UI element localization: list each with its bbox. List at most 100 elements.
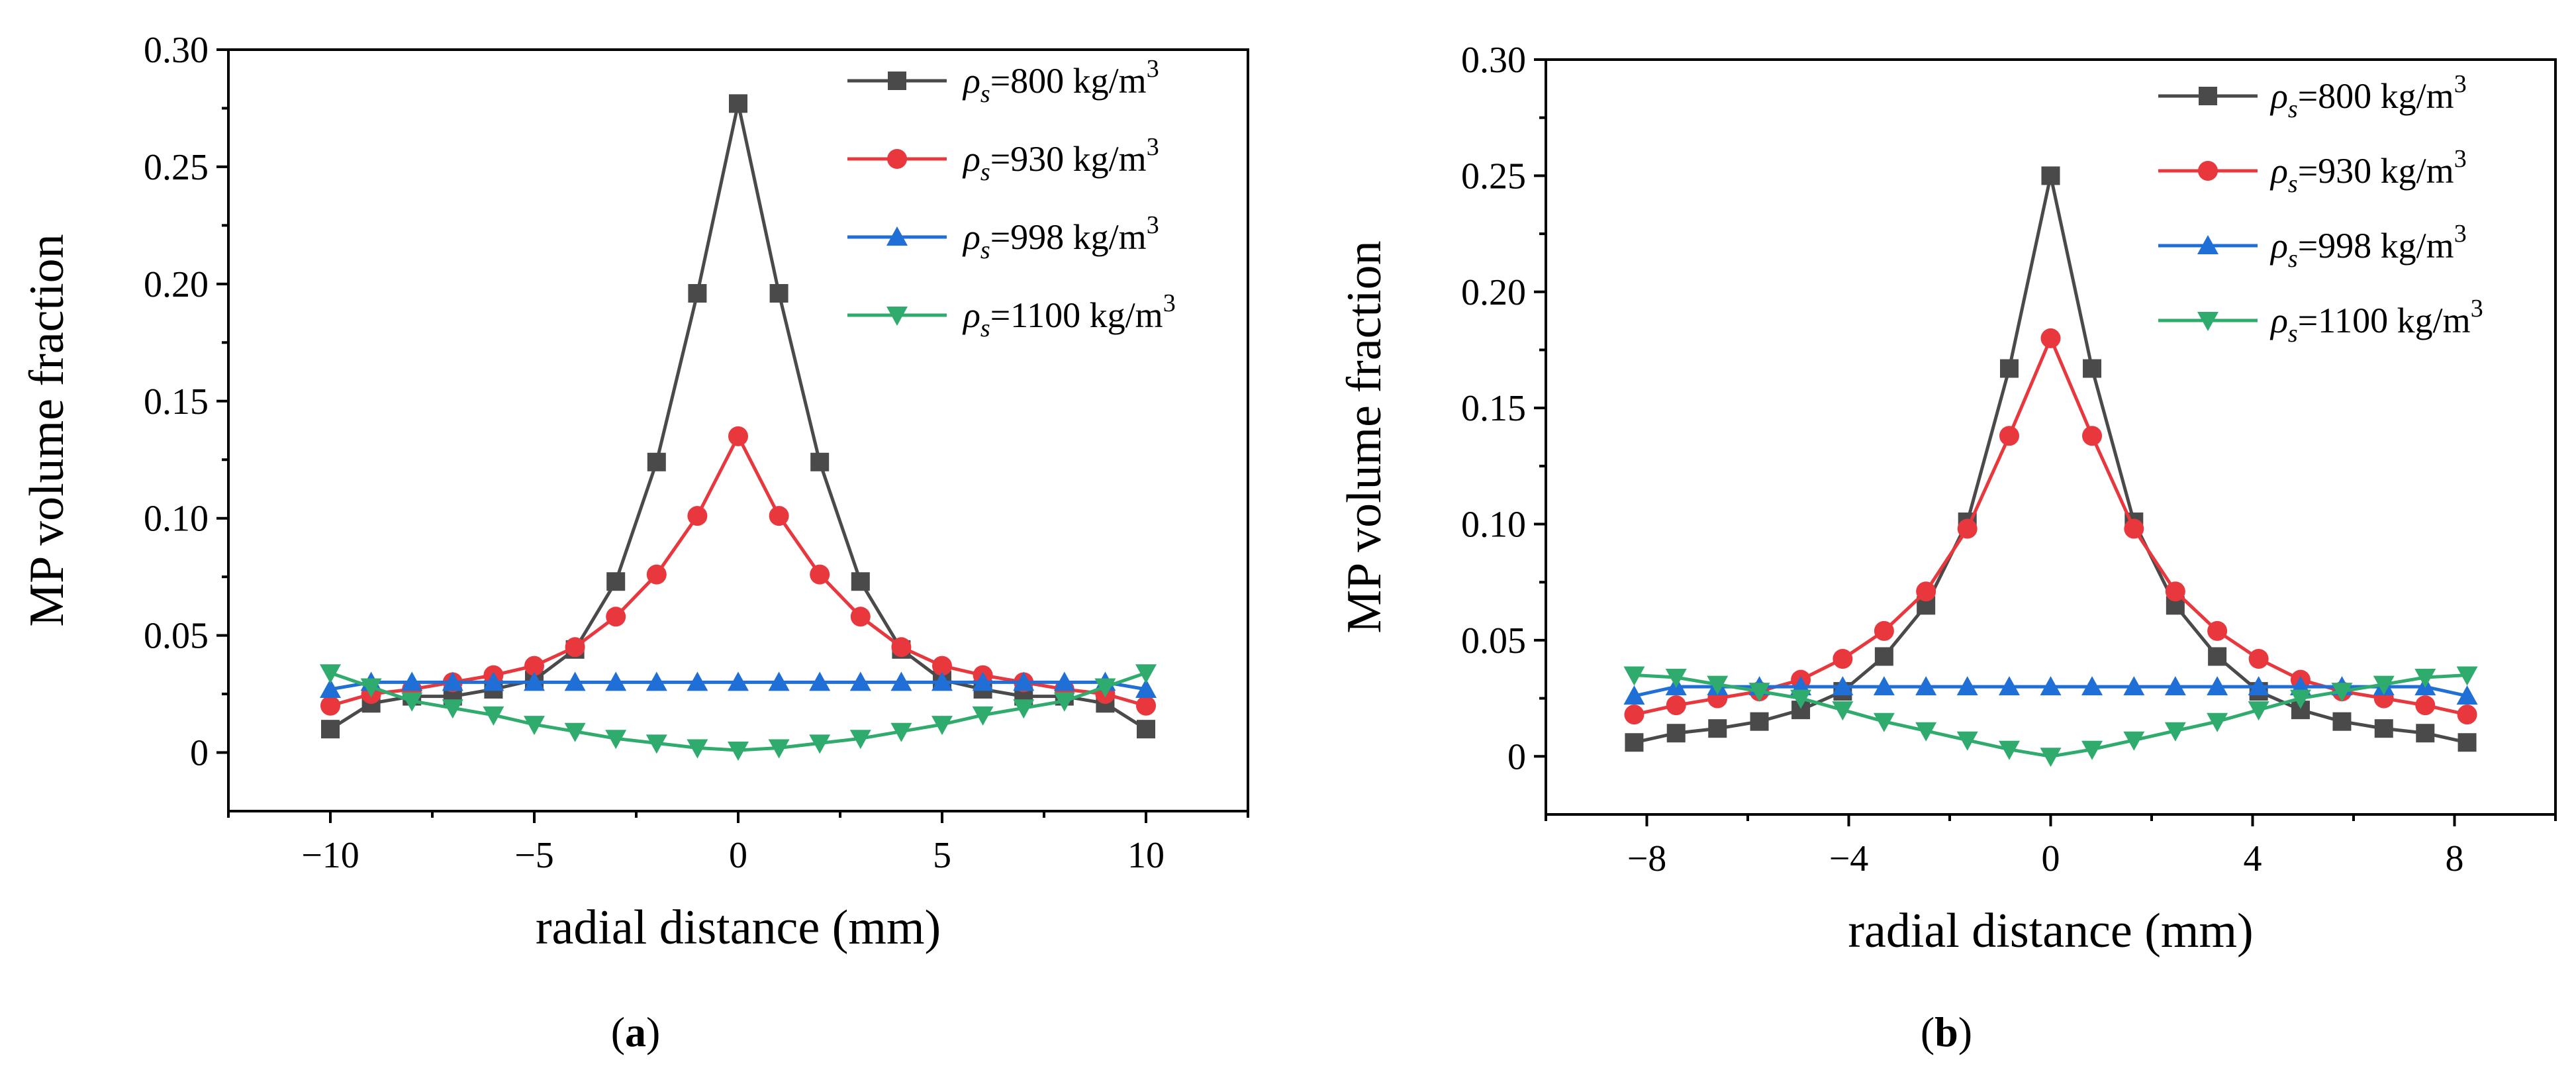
legend-marker <box>886 226 908 246</box>
data-point-998 <box>1998 676 2020 696</box>
legend-value: =1100 kg/m <box>2298 301 2471 340</box>
data-point-998 <box>849 671 871 691</box>
data-point-1100 <box>442 699 463 719</box>
data-point-930 <box>850 607 871 627</box>
data-point-930 <box>2082 426 2103 446</box>
legend-rho-subscript: s <box>980 80 990 108</box>
data-point-998 <box>809 671 831 691</box>
y-tick-label: 0.10 <box>144 499 209 540</box>
y-tick-label: 0 <box>190 733 209 774</box>
legend-entry-800: ρs=800 kg/m3 <box>847 55 1159 108</box>
data-point-930 <box>728 426 748 446</box>
data-point-1100 <box>320 664 341 684</box>
data-point-930 <box>1666 695 1686 716</box>
data-point-800 <box>1708 719 1727 738</box>
panel-label-close: ) <box>646 1008 660 1055</box>
data-point-930 <box>1874 620 1894 641</box>
legend-value: =998 kg/m <box>2298 226 2454 266</box>
legend-rho-subscript: s <box>2288 245 2298 273</box>
data-point-998 <box>1623 685 1645 705</box>
data-point-998 <box>1013 671 1035 691</box>
legend-rho-symbol: ρ <box>962 61 980 101</box>
legend-rho-symbol: ρ <box>2269 151 2288 191</box>
data-point-800 <box>1999 359 2019 378</box>
data-point-930 <box>810 564 830 585</box>
data-point-998 <box>645 671 667 691</box>
legend-value: =930 kg/m <box>990 139 1147 179</box>
data-point-1100 <box>931 716 953 736</box>
data-point-1100 <box>483 706 504 726</box>
data-point-930 <box>2415 695 2436 716</box>
data-point-800 <box>1750 712 1769 731</box>
data-point-1100 <box>2331 683 2353 703</box>
y-axis-title: MP volume fraction <box>20 234 74 626</box>
data-point-1100 <box>1135 664 1157 684</box>
legend-marker <box>887 149 907 169</box>
data-point-800 <box>2457 733 2477 752</box>
legend-label-800: ρs=800 kg/m3 <box>962 55 1159 108</box>
legend-marker <box>2197 312 2218 331</box>
data-point-998 <box>2164 676 2186 696</box>
data-point-930 <box>1916 581 1936 602</box>
data-point-930 <box>565 637 585 658</box>
legend-rho-symbol: ρ <box>962 217 980 257</box>
data-point-800 <box>1137 720 1155 739</box>
data-point-1100 <box>1956 731 1978 751</box>
data-point-800 <box>810 452 830 471</box>
data-point-1100 <box>890 722 912 742</box>
data-point-998 <box>1873 676 1895 696</box>
data-point-1100 <box>360 678 382 698</box>
legend-exponent: 3 <box>2471 295 2483 322</box>
x-tick-label: 0 <box>729 835 747 876</box>
y-tick-label: 0.30 <box>1461 40 1526 81</box>
data-point-930 <box>2124 518 2144 539</box>
x-tick-label: −8 <box>1627 838 1667 879</box>
data-point-1100 <box>687 739 708 759</box>
series-line-800 <box>329 103 1147 731</box>
data-point-800 <box>2332 712 2352 731</box>
y-tick-label: 0.15 <box>1461 388 1526 429</box>
data-point-1100 <box>2248 701 2269 721</box>
data-point-998 <box>524 671 545 691</box>
data-point-1100 <box>1998 740 2020 760</box>
panel-label-letter: b <box>1934 1008 1958 1055</box>
data-point-998 <box>401 671 423 691</box>
data-point-1100 <box>2456 666 2478 686</box>
legend-rho-symbol: ρ <box>962 139 980 179</box>
data-point-800 <box>729 94 747 113</box>
data-point-998 <box>483 671 504 691</box>
x-tick-label: 0 <box>2042 838 2060 879</box>
legend-label-998: ρs=998 kg/m3 <box>962 211 1159 264</box>
data-point-998 <box>972 671 994 691</box>
data-point-800 <box>1625 733 1644 752</box>
data-point-930 <box>320 695 340 716</box>
y-tick-label: 0.30 <box>144 30 209 71</box>
data-point-1100 <box>1053 692 1075 712</box>
series-1100 <box>320 664 1157 761</box>
data-point-1100 <box>1013 699 1035 719</box>
legend-rho-subscript: s <box>2288 95 2298 123</box>
legend-marker <box>2199 87 2217 105</box>
legend-exponent: 3 <box>1147 211 1159 239</box>
data-point-1100 <box>1915 722 1937 742</box>
data-point-800 <box>2416 724 2435 743</box>
data-point-998 <box>687 671 708 691</box>
data-point-800 <box>1874 647 1893 666</box>
legend-value: =930 kg/m <box>2298 151 2454 191</box>
data-point-1100 <box>2289 689 2311 709</box>
legend-rho-subscript: s <box>2288 320 2298 348</box>
data-point-1100 <box>1832 701 1854 721</box>
legend-rho-symbol: ρ <box>962 295 980 335</box>
legend-marker <box>2197 235 2218 254</box>
x-tick-label: 4 <box>2244 838 2262 879</box>
data-point-1100 <box>2414 669 2436 689</box>
data-point-930 <box>1624 705 1645 725</box>
data-point-800 <box>688 284 707 303</box>
data-point-930 <box>2165 581 2185 602</box>
data-point-1100 <box>2081 740 2103 760</box>
legend-rho-subscript: s <box>980 236 990 264</box>
data-point-930 <box>606 607 626 627</box>
y-axis-title: MP volume fraction <box>1337 240 1392 633</box>
data-point-998 <box>890 671 912 691</box>
